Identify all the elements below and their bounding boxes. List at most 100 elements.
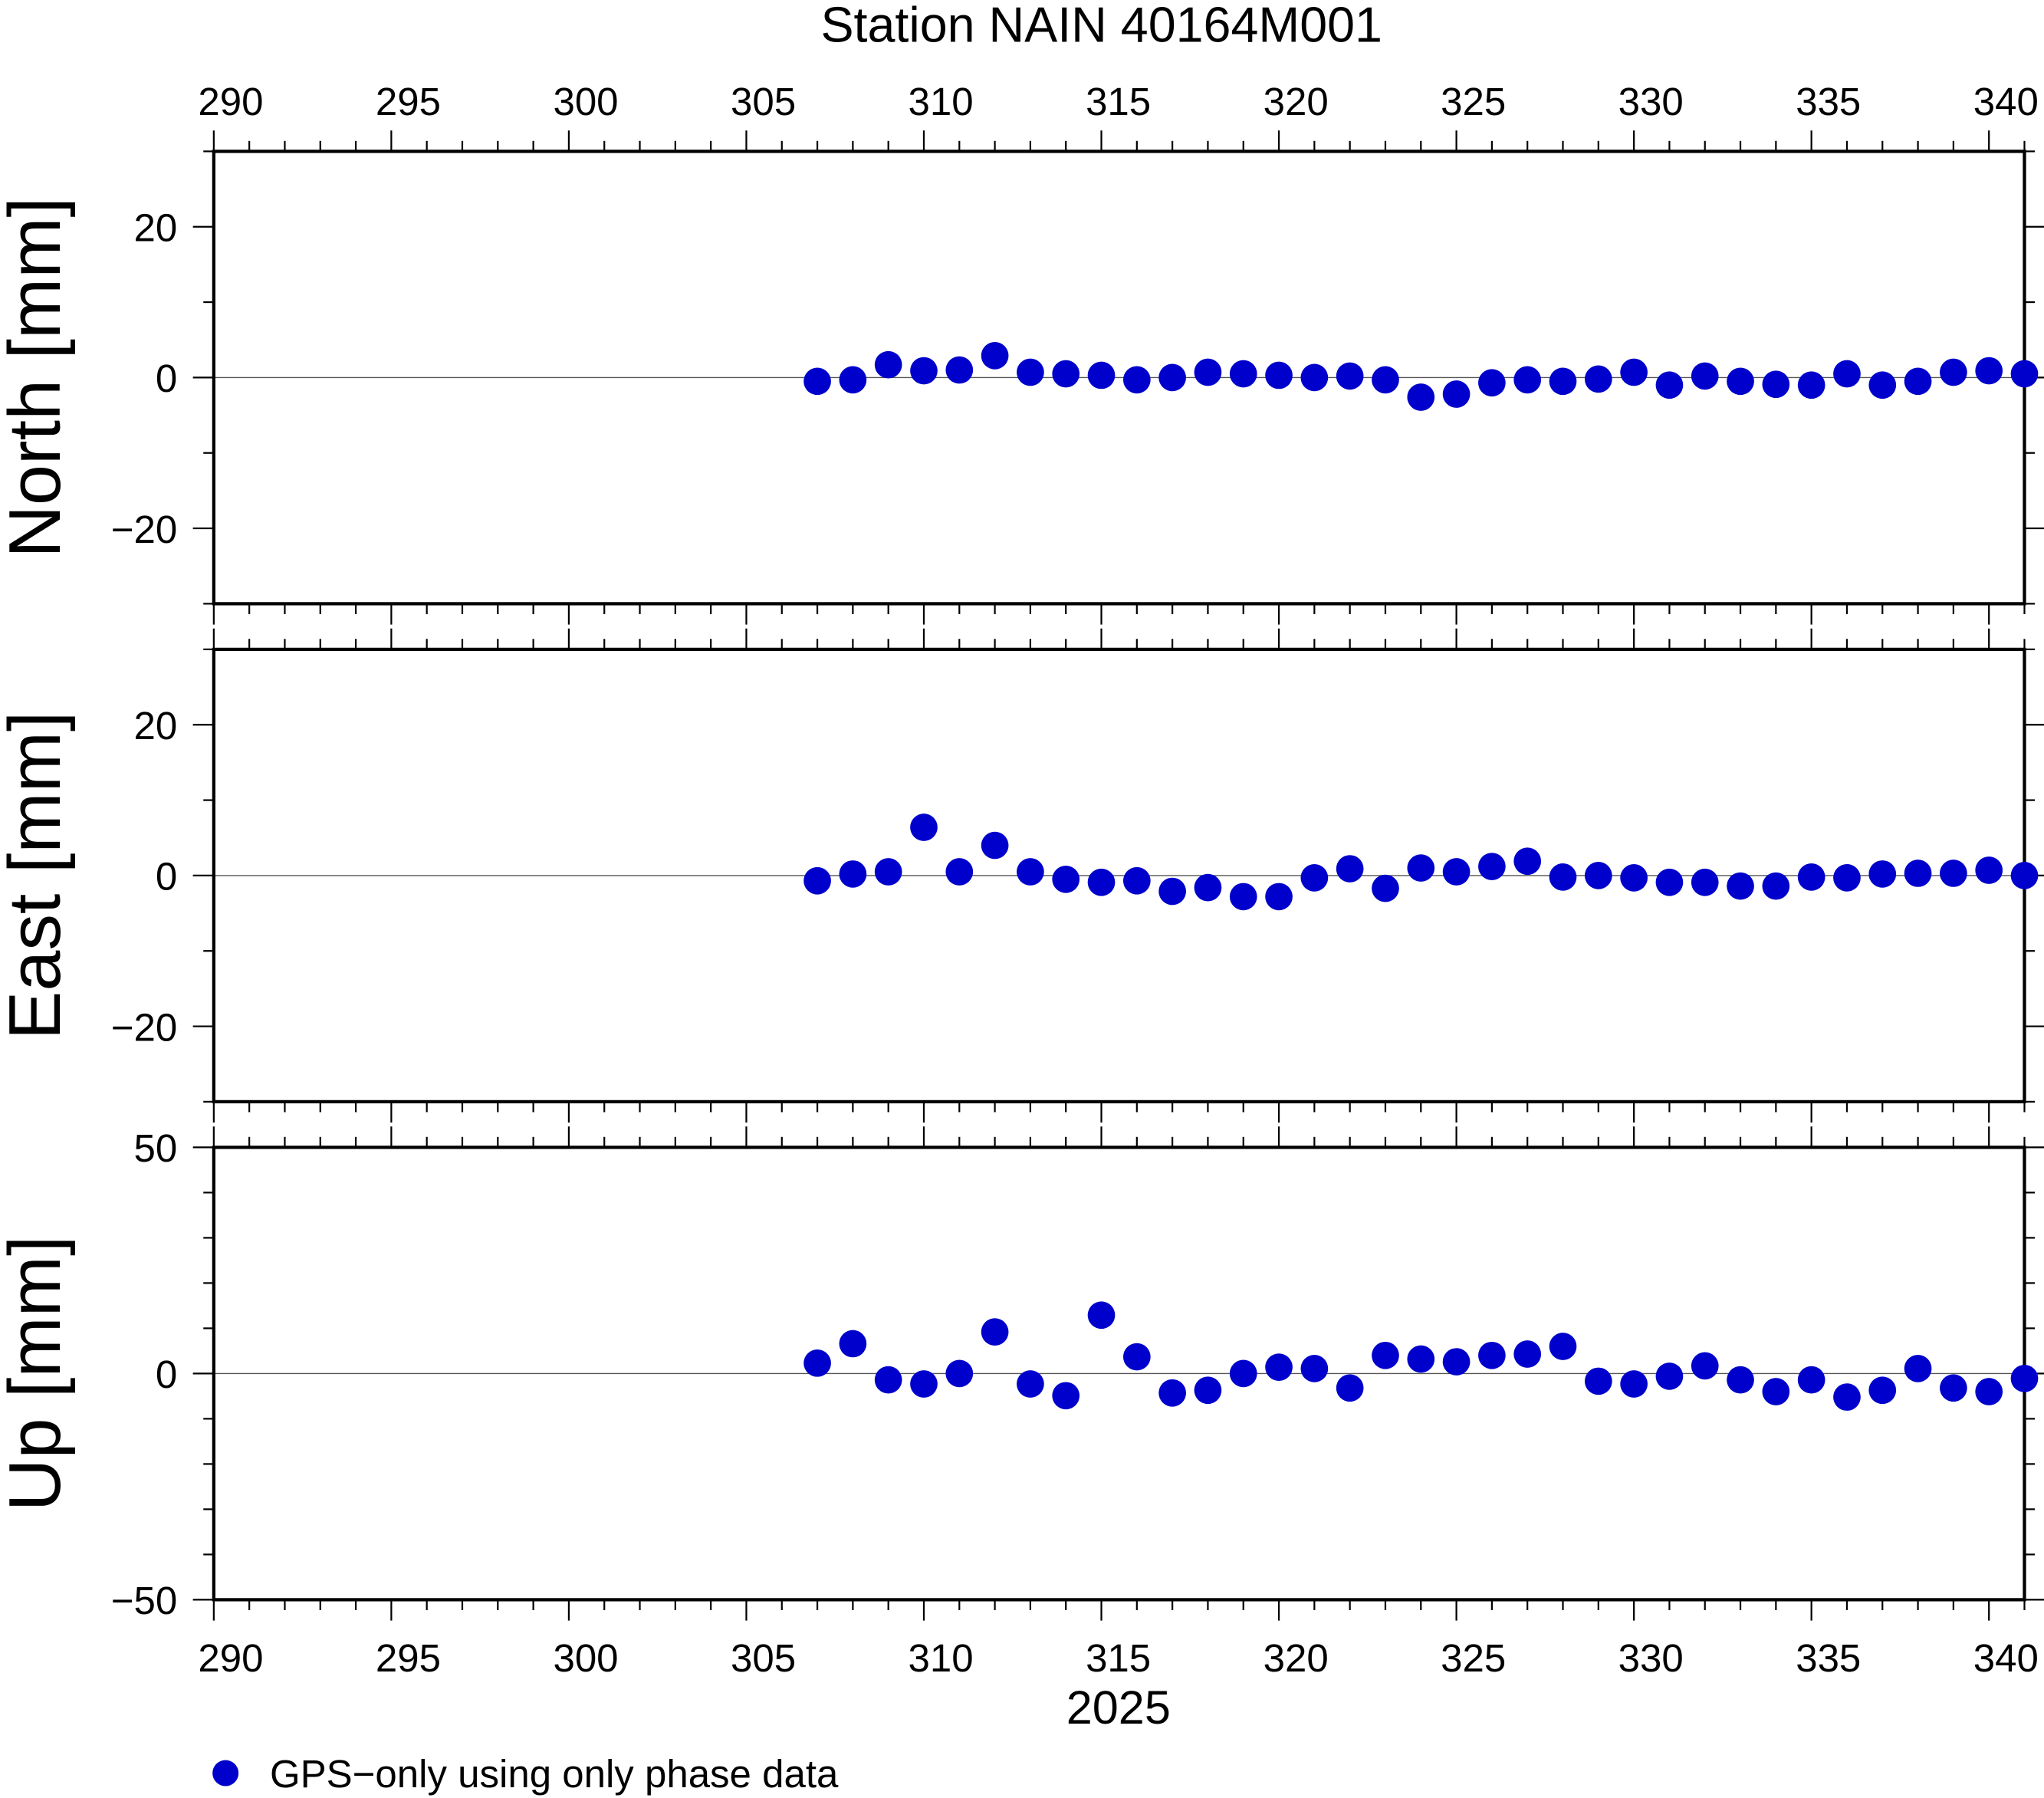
- data-point: [1940, 1374, 1967, 1402]
- x-tick-label-top: 340: [1973, 80, 2039, 123]
- data-point: [910, 357, 938, 385]
- data-point: [1655, 1362, 1684, 1390]
- data-point: [1833, 863, 1861, 892]
- data-point: [1620, 358, 1648, 386]
- data-point: [803, 866, 831, 895]
- data-point: [1620, 863, 1648, 892]
- data-point: [1868, 1376, 1897, 1405]
- data-point: [839, 860, 867, 888]
- data-point: [1797, 371, 1825, 399]
- data-point: [1513, 366, 1542, 394]
- data-point: [1513, 1340, 1542, 1368]
- data-point: [1940, 358, 1967, 386]
- data-point: [1762, 370, 1790, 399]
- data-point: [1407, 1345, 1435, 1373]
- y-axis-label: East [mm]: [0, 712, 76, 1040]
- x-tick-label-top: 315: [1086, 80, 1151, 123]
- y-tick-label: −20: [111, 1005, 178, 1049]
- data-point: [1442, 380, 1471, 408]
- y-axis-label: Up [mm]: [0, 1236, 76, 1512]
- x-tick-label-bottom: 310: [909, 1636, 974, 1680]
- data-point: [1584, 862, 1612, 889]
- data-point: [1372, 366, 1399, 394]
- data-point: [1655, 371, 1684, 399]
- data-point: [1336, 1374, 1364, 1402]
- data-point: [1229, 360, 1257, 388]
- data-point: [2010, 360, 2039, 388]
- data-point: [1727, 1366, 1754, 1394]
- data-point: [1017, 1370, 1044, 1398]
- data-point: [1904, 367, 1932, 396]
- x-tick-label-top: 290: [198, 80, 263, 123]
- data-point: [839, 1330, 867, 1358]
- x-tick-label-top: 320: [1264, 80, 1329, 123]
- data-point: [910, 814, 938, 841]
- x-tick-label-top: 310: [909, 80, 974, 123]
- x-tick-label-top: 325: [1441, 80, 1506, 123]
- data-point: [1300, 363, 1329, 392]
- data-point: [1727, 367, 1754, 396]
- data-point: [1158, 363, 1186, 392]
- data-point: [910, 1370, 938, 1398]
- y-tick-label: 0: [156, 855, 177, 899]
- data-point: [945, 356, 974, 384]
- y-tick-label: −50: [111, 1579, 178, 1622]
- data-point: [1549, 1333, 1577, 1360]
- data-point: [1194, 358, 1222, 386]
- y-axis-label: North [mm]: [0, 197, 76, 558]
- data-point: [839, 366, 867, 394]
- x-tick-label-bottom: 300: [553, 1636, 618, 1680]
- x-tick-label-bottom: 335: [1796, 1636, 1861, 1680]
- data-point: [1052, 1382, 1080, 1410]
- data-point: [1122, 1343, 1151, 1371]
- data-point: [803, 1349, 831, 1377]
- y-tick-label: 20: [134, 205, 178, 249]
- data-point: [981, 831, 1009, 860]
- x-tick-label-top: 305: [731, 80, 796, 123]
- y-tick-label: 20: [134, 704, 178, 748]
- data-point: [1975, 856, 2003, 884]
- data-point: [1122, 866, 1151, 895]
- data-point: [1087, 868, 1116, 896]
- data-point: [1762, 1378, 1790, 1405]
- data-point: [981, 1318, 1009, 1346]
- y-tick-label: −20: [111, 508, 178, 551]
- data-point: [945, 1359, 974, 1388]
- data-point: [1372, 1341, 1399, 1369]
- data-point: [1052, 360, 1080, 388]
- data-point: [1087, 361, 1116, 390]
- data-point: [1407, 854, 1435, 882]
- x-tick-label-bottom: 340: [1973, 1636, 2039, 1680]
- data-point: [1017, 858, 1044, 886]
- data-point: [1336, 855, 1364, 883]
- data-point: [1868, 860, 1897, 888]
- data-point: [1300, 863, 1329, 892]
- x-tick-label-top: 295: [376, 80, 441, 123]
- data-point: [1478, 853, 1506, 880]
- data-point: [1229, 1359, 1257, 1388]
- data-point: [1122, 366, 1151, 394]
- data-point: [1442, 1348, 1471, 1376]
- chart-title: Station NAIN 40164M001: [820, 0, 1382, 53]
- data-point: [1442, 858, 1471, 886]
- legend-label: GPS−only using only phase data: [270, 1752, 839, 1796]
- data-point: [874, 1366, 902, 1394]
- data-point: [1194, 873, 1222, 902]
- data-point: [1300, 1355, 1329, 1382]
- x-tick-label-bottom: 295: [376, 1636, 441, 1680]
- data-point: [1975, 357, 2003, 385]
- y-tick-label: 0: [156, 357, 177, 400]
- data-point: [1904, 860, 1932, 887]
- data-point: [1158, 877, 1186, 906]
- x-tick-label-top: 330: [1618, 80, 1684, 123]
- data-point: [1975, 1378, 2003, 1405]
- data-point: [1478, 1341, 1506, 1369]
- data-point: [1513, 847, 1542, 876]
- data-point: [1940, 860, 1967, 887]
- data-point: [1229, 883, 1257, 911]
- data-point: [1868, 371, 1897, 399]
- data-point: [945, 858, 974, 886]
- data-point: [874, 350, 902, 379]
- x-tick-label-top: 335: [1796, 80, 1861, 123]
- y-tick-label: 50: [134, 1126, 178, 1170]
